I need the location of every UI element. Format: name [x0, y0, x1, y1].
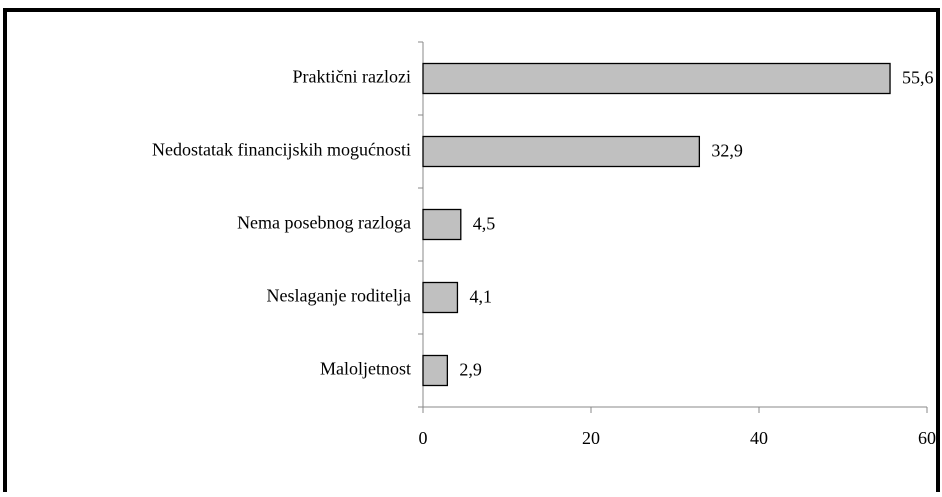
bar [422, 354, 449, 387]
data-label: 55,6 [902, 68, 934, 88]
x-tick-label: 60 [918, 428, 936, 448]
data-label: 4,5 [473, 214, 496, 234]
x-tick-label: 0 [419, 428, 428, 448]
data-label: 4,1 [469, 287, 492, 307]
data-label: 32,9 [711, 141, 743, 161]
y-tick-label: Maloljetnost [320, 359, 411, 379]
bar [422, 135, 701, 168]
bar [422, 281, 459, 314]
bar [422, 62, 891, 95]
y-tick-label: Nedostatak financijskih mogućnosti [152, 140, 411, 160]
x-tick-label: 20 [582, 428, 600, 448]
y-tick-label: Nema posebnog razloga [237, 213, 411, 233]
x-tick-label: 40 [750, 428, 768, 448]
data-label: 2,9 [459, 360, 482, 380]
y-tick-label: Neslaganje roditelja [267, 286, 411, 306]
y-tick-label: Praktični razlozi [293, 67, 411, 87]
bar [422, 208, 462, 241]
frame [3, 8, 940, 492]
